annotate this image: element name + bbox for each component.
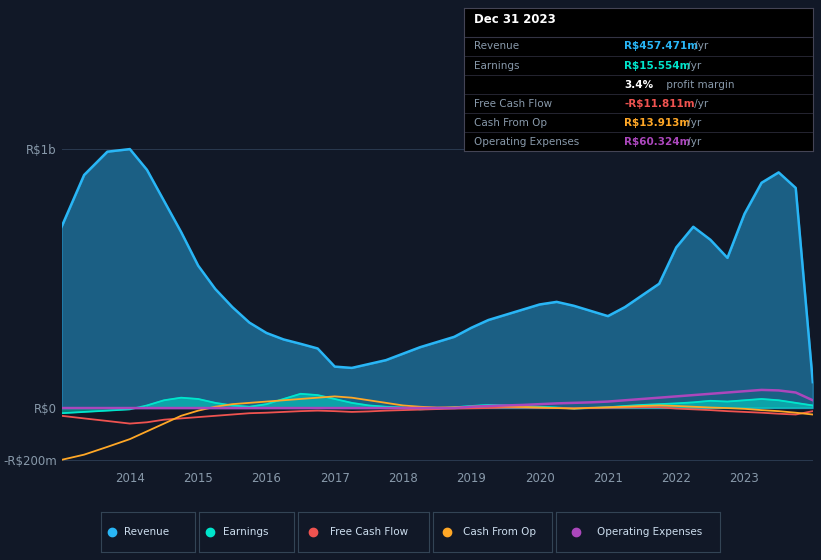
Text: /yr: /yr [684,137,701,147]
Text: Dec 31 2023: Dec 31 2023 [475,13,556,26]
Text: Free Cash Flow: Free Cash Flow [475,99,553,109]
Text: Cash From Op: Cash From Op [475,118,548,128]
Text: Earnings: Earnings [475,60,520,71]
Text: R$13.913m: R$13.913m [624,118,690,128]
Text: Operating Expenses: Operating Expenses [475,137,580,147]
Text: /yr: /yr [690,41,708,52]
Text: /yr: /yr [690,99,708,109]
Text: R$60.324m: R$60.324m [624,137,690,147]
Text: R$15.554m: R$15.554m [624,60,690,71]
Text: Revenue: Revenue [475,41,520,52]
Text: /yr: /yr [684,118,701,128]
Text: Earnings: Earnings [222,527,268,537]
Text: -R$11.811m: -R$11.811m [624,99,695,109]
Text: /yr: /yr [684,60,701,71]
Text: 3.4%: 3.4% [624,80,654,90]
Text: profit margin: profit margin [663,80,734,90]
Text: Cash From Op: Cash From Op [463,527,536,537]
Text: R$457.471m: R$457.471m [624,41,699,52]
Text: Operating Expenses: Operating Expenses [598,527,703,537]
Text: Revenue: Revenue [124,527,169,537]
Text: Free Cash Flow: Free Cash Flow [331,527,409,537]
